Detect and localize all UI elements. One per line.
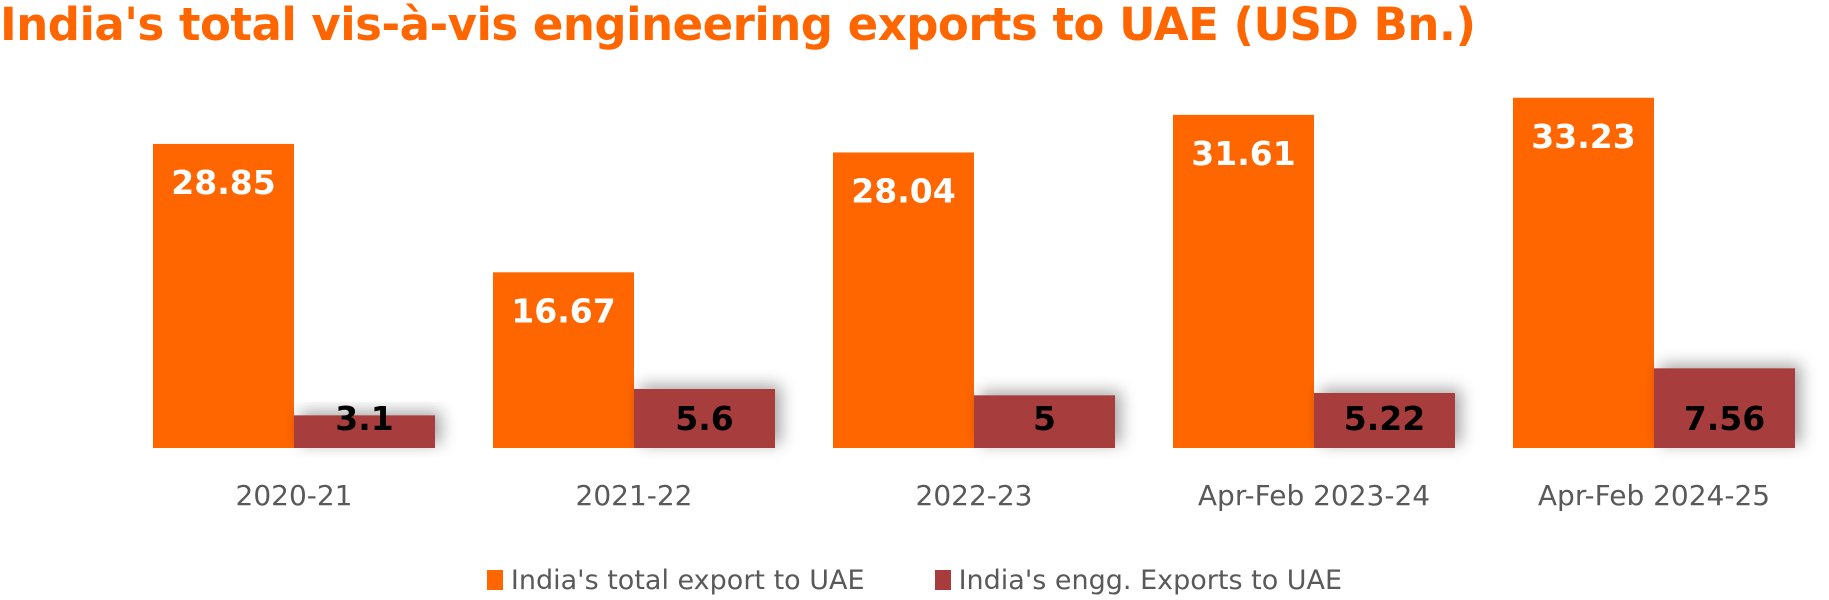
bar-engg-2021-22 xyxy=(634,388,775,448)
data-label-total-2022-23: 28.04 xyxy=(851,171,955,210)
data-label-engg-apr-feb-2024-25: 7.56 xyxy=(1684,399,1765,438)
category-label-apr-feb-2024-25: Apr-Feb 2024-25 xyxy=(1538,479,1770,512)
data-label-engg-apr-feb-2023-24: 5.22 xyxy=(1344,399,1425,438)
data-label-engg-2020-21: 3.1 xyxy=(335,399,393,438)
legend-item-engg-export: India's engg. Exports to UAE xyxy=(934,564,1343,596)
category-label-apr-feb-2023-24: Apr-Feb 2023-24 xyxy=(1198,479,1430,512)
category-label-2020-21: 2020-21 xyxy=(236,479,353,512)
category-label-2021-22: 2021-22 xyxy=(576,479,693,512)
data-label-total-2021-22: 16.67 xyxy=(511,291,615,330)
category-label-2022-23: 2022-23 xyxy=(916,479,1033,512)
bar-engg-2022-23 xyxy=(974,395,1115,448)
legend-item-total-export: India's total export to UAE xyxy=(486,564,865,596)
data-label-engg-2022-23: 5 xyxy=(1033,399,1056,438)
data-label-total-apr-feb-2023-24: 31.61 xyxy=(1191,134,1295,173)
bar-engg-apr-feb-2023-24 xyxy=(1314,392,1455,448)
chart-title: India's total vis-à-vis engineering expo… xyxy=(0,0,1476,51)
bar-total-2020-21 xyxy=(153,143,294,448)
data-label-total-apr-feb-2024-25: 33.23 xyxy=(1531,117,1635,156)
bar-total-2021-22 xyxy=(493,272,634,448)
bars-group xyxy=(153,97,1795,448)
category-labels-group: 2020-21 2021-22 2022-23 Apr-Feb 2023-24 Apr-… xyxy=(236,479,1771,512)
bar-total-apr-feb-2024-25 xyxy=(1513,97,1654,448)
data-label-engg-2021-22: 5.6 xyxy=(675,399,733,438)
legend-swatch-total-export xyxy=(486,570,503,590)
data-labels-group: 28.85 3.1 16.67 5.6 28.04 5 31.61 5.22 33.23 7.56 xyxy=(171,117,1765,438)
bar-engg-2020-21 xyxy=(294,415,435,448)
legend: India's total export to UAE India's engg… xyxy=(0,560,1829,600)
bar-total-2022-23 xyxy=(833,152,974,448)
legend-label-engg-export: India's engg. Exports to UAE xyxy=(958,564,1343,596)
legend-label-total-export: India's total export to UAE xyxy=(510,564,865,596)
bar-chart: 28.85 3.1 16.67 5.6 28.04 5 31.61 5.22 33.23 7.56… xyxy=(153,97,1795,512)
bar-engg-apr-feb-2024-25 xyxy=(1654,368,1795,448)
legend-swatch-engg-export xyxy=(934,570,951,590)
data-label-total-2020-21: 28.85 xyxy=(171,163,275,202)
bar-total-apr-feb-2023-24 xyxy=(1173,114,1314,448)
